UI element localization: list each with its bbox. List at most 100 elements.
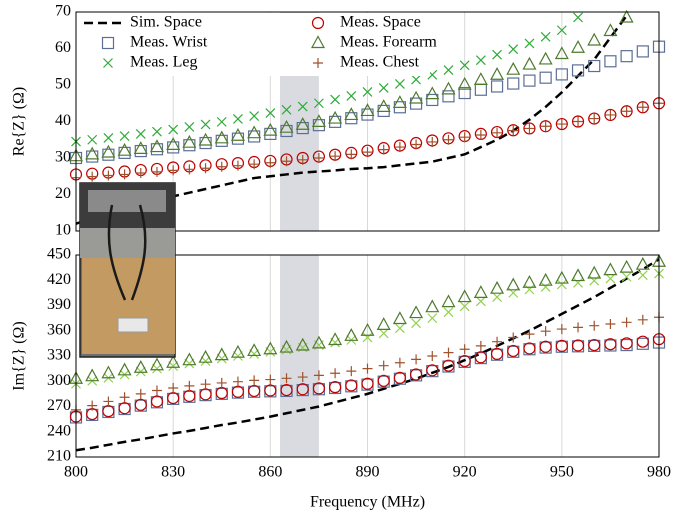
y-tick-label: 70 [55, 3, 71, 20]
marker-plus [541, 326, 551, 336]
y-tick-label: 390 [47, 296, 71, 313]
marker-circle [411, 369, 422, 380]
marker-triangle [475, 73, 487, 84]
marker-circle [249, 385, 260, 396]
page: {"chart_data": [ {"type": "line", "ylabe… [0, 0, 673, 517]
marker-circle [378, 375, 389, 386]
marker-circle [394, 372, 405, 383]
y-tick-label: 10 [55, 222, 71, 239]
x-tick-label: 800 [64, 464, 88, 481]
marker-circle [540, 341, 551, 352]
marker-triangle [345, 329, 357, 340]
legend-label: Meas. Wrist [130, 34, 208, 51]
marker-square [427, 94, 438, 105]
marker-plus [217, 378, 227, 388]
marker-triangle [604, 264, 616, 275]
marker-x [331, 95, 340, 104]
marker-circle [151, 396, 162, 407]
marker-plus [184, 381, 194, 391]
marker-x [136, 367, 145, 376]
marker-circle [573, 340, 584, 351]
legend-label: Meas. Forearm [340, 34, 437, 51]
marker-triangle [410, 307, 422, 318]
marker-circle [508, 345, 519, 356]
marker-x [185, 122, 194, 131]
marker-plus [605, 319, 615, 329]
marker-triangle [426, 88, 438, 99]
marker-x [201, 120, 210, 129]
marker-plus [573, 322, 583, 332]
marker-x [606, 274, 615, 283]
marker-square [216, 135, 227, 146]
legend-label: Meas. Chest [340, 54, 420, 71]
marker-plus [87, 172, 97, 182]
y-axis-label: Im{Z} (Ω) [11, 321, 28, 390]
marker-square [524, 75, 535, 86]
legend-label: Sim. Space [130, 14, 202, 31]
marker-triangle [410, 92, 422, 103]
marker-triangle [507, 63, 519, 74]
marker-x [120, 132, 129, 141]
marker-square [135, 146, 146, 157]
y-tick-label: 240 [47, 422, 71, 439]
marker-x [428, 314, 437, 323]
marker-circle [524, 343, 535, 354]
marker-triangle [540, 53, 552, 64]
marker-plus [411, 354, 421, 364]
marker-circle [492, 348, 503, 359]
marker-triangle [216, 132, 228, 143]
marker-plus [476, 341, 486, 351]
marker-x [493, 50, 502, 59]
chart: 10203040506070Re{Z} (Ω)Sim. SpaceMeas. W… [0, 0, 673, 517]
marker-plus [265, 158, 275, 168]
marker-plus [201, 163, 211, 173]
legend-label: Meas. Space [340, 14, 421, 31]
marker-circle [330, 382, 341, 393]
x-tick-label: 920 [453, 464, 477, 481]
marker-x [476, 56, 485, 65]
marker-plus [460, 344, 470, 354]
marker-plus [638, 315, 648, 325]
marker-triangle [102, 367, 114, 378]
marker-plus [136, 389, 146, 399]
marker-triangle [151, 141, 163, 152]
marker-plus [363, 364, 373, 374]
marker-x [395, 79, 404, 88]
marker-triangle [248, 127, 260, 138]
marker-triangle [86, 370, 98, 381]
marker-square [637, 46, 648, 57]
marker-plus [233, 377, 243, 387]
marker-triangle [200, 134, 212, 145]
marker-plus [395, 358, 405, 368]
marker-triangle [491, 68, 503, 79]
marker-square [492, 81, 503, 92]
x-tick-label: 950 [550, 464, 574, 481]
marker-circle [184, 390, 195, 401]
photo-instrument [88, 190, 166, 212]
marker-x [379, 83, 388, 92]
marker-triangle [102, 146, 114, 157]
marker-x [541, 282, 550, 291]
marker-x [574, 13, 583, 22]
marker-triangle [345, 108, 357, 119]
marker-x [88, 135, 97, 144]
marker-triangle [621, 261, 633, 272]
marker-plus [557, 324, 567, 334]
photo-cardboard [82, 258, 175, 354]
photo-antenna [118, 318, 148, 332]
y-tick-label: 420 [47, 271, 71, 288]
marker-plus [184, 164, 194, 174]
marker-x [250, 112, 259, 121]
marker-triangle [426, 301, 438, 312]
y-tick-label: 50 [55, 76, 71, 93]
marker-square [443, 91, 454, 102]
marker-square [621, 51, 632, 62]
marker-plus [233, 161, 243, 171]
marker-x [395, 324, 404, 333]
marker-x [347, 91, 356, 100]
marker-square [232, 133, 243, 144]
marker-x [525, 285, 534, 294]
marker-square [475, 84, 486, 95]
y-tick-label: 330 [47, 347, 71, 364]
marker-circle [589, 340, 600, 351]
